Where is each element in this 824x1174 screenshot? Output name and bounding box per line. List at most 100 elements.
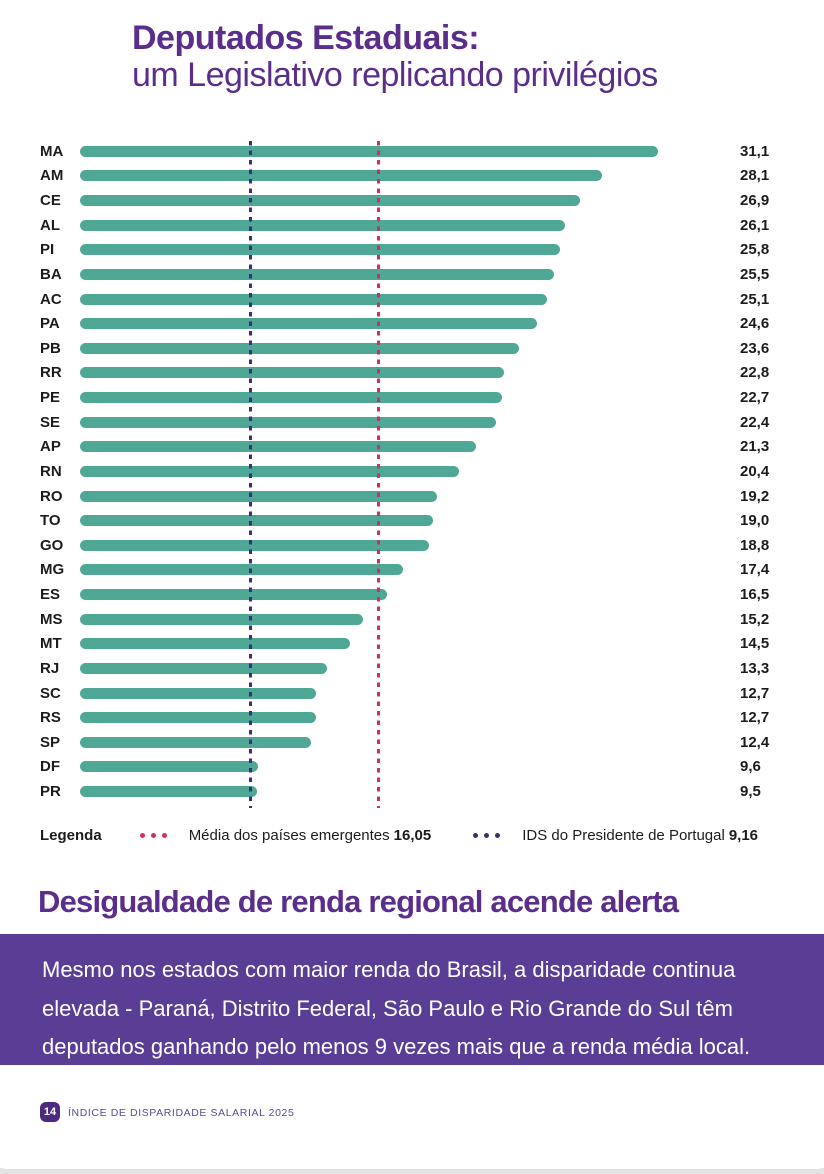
bar-area: [80, 441, 700, 453]
bar: [80, 195, 580, 207]
chart-row: MT 14,5: [0, 632, 824, 657]
bar: [80, 268, 554, 280]
value-label: 21,3: [740, 438, 770, 456]
bar: [80, 539, 430, 551]
value-label: 25,5: [740, 265, 770, 283]
reference-line-emerging-countries: [376, 141, 380, 808]
state-label: MS: [40, 610, 63, 628]
page-bottom-edge: [0, 1168, 824, 1174]
chart-row: AL 26,1: [0, 213, 824, 238]
bar: [80, 564, 404, 576]
bar-area: [80, 490, 700, 502]
chart-row: RO 19,2: [0, 484, 824, 509]
chart-row: SE 22,4: [0, 410, 824, 435]
state-label: PA: [40, 315, 60, 333]
bar-area: [80, 613, 700, 625]
value-label: 14,5: [740, 635, 770, 653]
value-label: 9,5: [740, 783, 761, 801]
value-label: 9,6: [740, 758, 761, 776]
legend-title: Legenda: [40, 827, 102, 844]
value-label: 25,1: [740, 290, 770, 308]
chart-row: RS 12,7: [0, 705, 824, 730]
state-label: RN: [40, 462, 62, 480]
legend-item-emerging-countries: Média dos países emergentes 16,05: [189, 827, 432, 844]
value-label: 26,1: [740, 216, 770, 234]
bar-area: [80, 170, 700, 182]
bar: [80, 367, 504, 379]
legend-value: 16,05: [393, 827, 432, 844]
chart-row: GO 18,8: [0, 533, 824, 558]
bar: [80, 342, 519, 354]
value-label: 17,4: [740, 561, 770, 579]
state-label: DF: [40, 758, 60, 776]
state-label: RR: [40, 364, 62, 382]
chart-row: RJ 13,3: [0, 656, 824, 681]
chart-row: AC 25,1: [0, 287, 824, 312]
chart-row: DF 9,6: [0, 755, 824, 780]
bar-area: [80, 564, 700, 576]
state-label: PR: [40, 783, 61, 801]
bar: [80, 416, 497, 428]
value-label: 28,1: [740, 167, 770, 185]
bar: [80, 736, 311, 748]
bar-area: [80, 195, 700, 207]
chart-row: PE 22,7: [0, 385, 824, 410]
state-label: AM: [40, 167, 64, 185]
bar: [80, 712, 316, 724]
bar-area: [80, 687, 700, 699]
value-label: 23,6: [740, 339, 770, 357]
state-label: RS: [40, 709, 61, 727]
bar-area: [80, 244, 700, 256]
chart-rows: MA 31,1 AM 28,1 CE 26,9 AL 26,1 PI 25,8: [0, 139, 824, 804]
chart-row: SP 12,4: [0, 730, 824, 755]
chart-row: MS 15,2: [0, 607, 824, 632]
callout-text: Mesmo nos estados com maior renda do Bra…: [42, 957, 751, 1059]
bar: [80, 465, 460, 477]
bar-area: [80, 145, 700, 157]
state-label: GO: [40, 536, 64, 554]
bar-area: [80, 589, 700, 601]
state-label: RO: [40, 487, 63, 505]
bar-area: [80, 515, 700, 527]
callout-box: Mesmo nos estados com maior renda do Bra…: [0, 934, 824, 1065]
value-label: 12,7: [740, 684, 770, 702]
bar: [80, 244, 560, 256]
bar: [80, 613, 363, 625]
purple-dotted-line-icon: [473, 833, 501, 838]
bar: [80, 638, 350, 650]
bar: [80, 145, 658, 157]
page-title-line2: um Legislativo replicando privilégios: [132, 56, 658, 94]
chart-row: RR 22,8: [0, 361, 824, 386]
footer-label: ÍNDICE DE DISPARIDADE SALARIAL 2025: [68, 1107, 295, 1119]
pink-dotted-line-icon: [139, 833, 167, 838]
chart-row: TO 19,0: [0, 508, 824, 533]
bar-area: [80, 219, 700, 231]
chart-row: AM 28,1: [0, 164, 824, 189]
page-title-line1: Deputados Estaduais:: [132, 19, 480, 57]
reference-line-portugal-president: [248, 141, 252, 808]
bar-area: [80, 318, 700, 330]
state-label: MG: [40, 561, 65, 579]
page-title: Deputados Estaduais: um Legislativo repl…: [132, 20, 658, 94]
value-label: 20,4: [740, 462, 770, 480]
chart-row: CE 26,9: [0, 188, 824, 213]
value-label: 13,3: [740, 659, 770, 677]
value-label: 16,5: [740, 586, 770, 604]
value-label: 22,7: [740, 389, 770, 407]
chart-row: RN 20,4: [0, 459, 824, 484]
chart-row: BA 25,5: [0, 262, 824, 287]
bar: [80, 170, 603, 182]
bar: [80, 687, 316, 699]
chart-legend: Legenda Média dos países emergentes 16,05…: [40, 827, 800, 844]
chart-row: PA 24,6: [0, 311, 824, 336]
chart-row: AP 21,3: [0, 435, 824, 460]
chart-row: PI 25,8: [0, 238, 824, 263]
value-label: 19,2: [740, 487, 770, 505]
bar: [80, 515, 434, 527]
legend-label: IDS do Presidente de Portugal: [522, 827, 725, 844]
state-label: SE: [40, 413, 61, 431]
bar: [80, 219, 566, 231]
value-label: 24,6: [740, 315, 770, 333]
dot-icon: [495, 833, 501, 838]
